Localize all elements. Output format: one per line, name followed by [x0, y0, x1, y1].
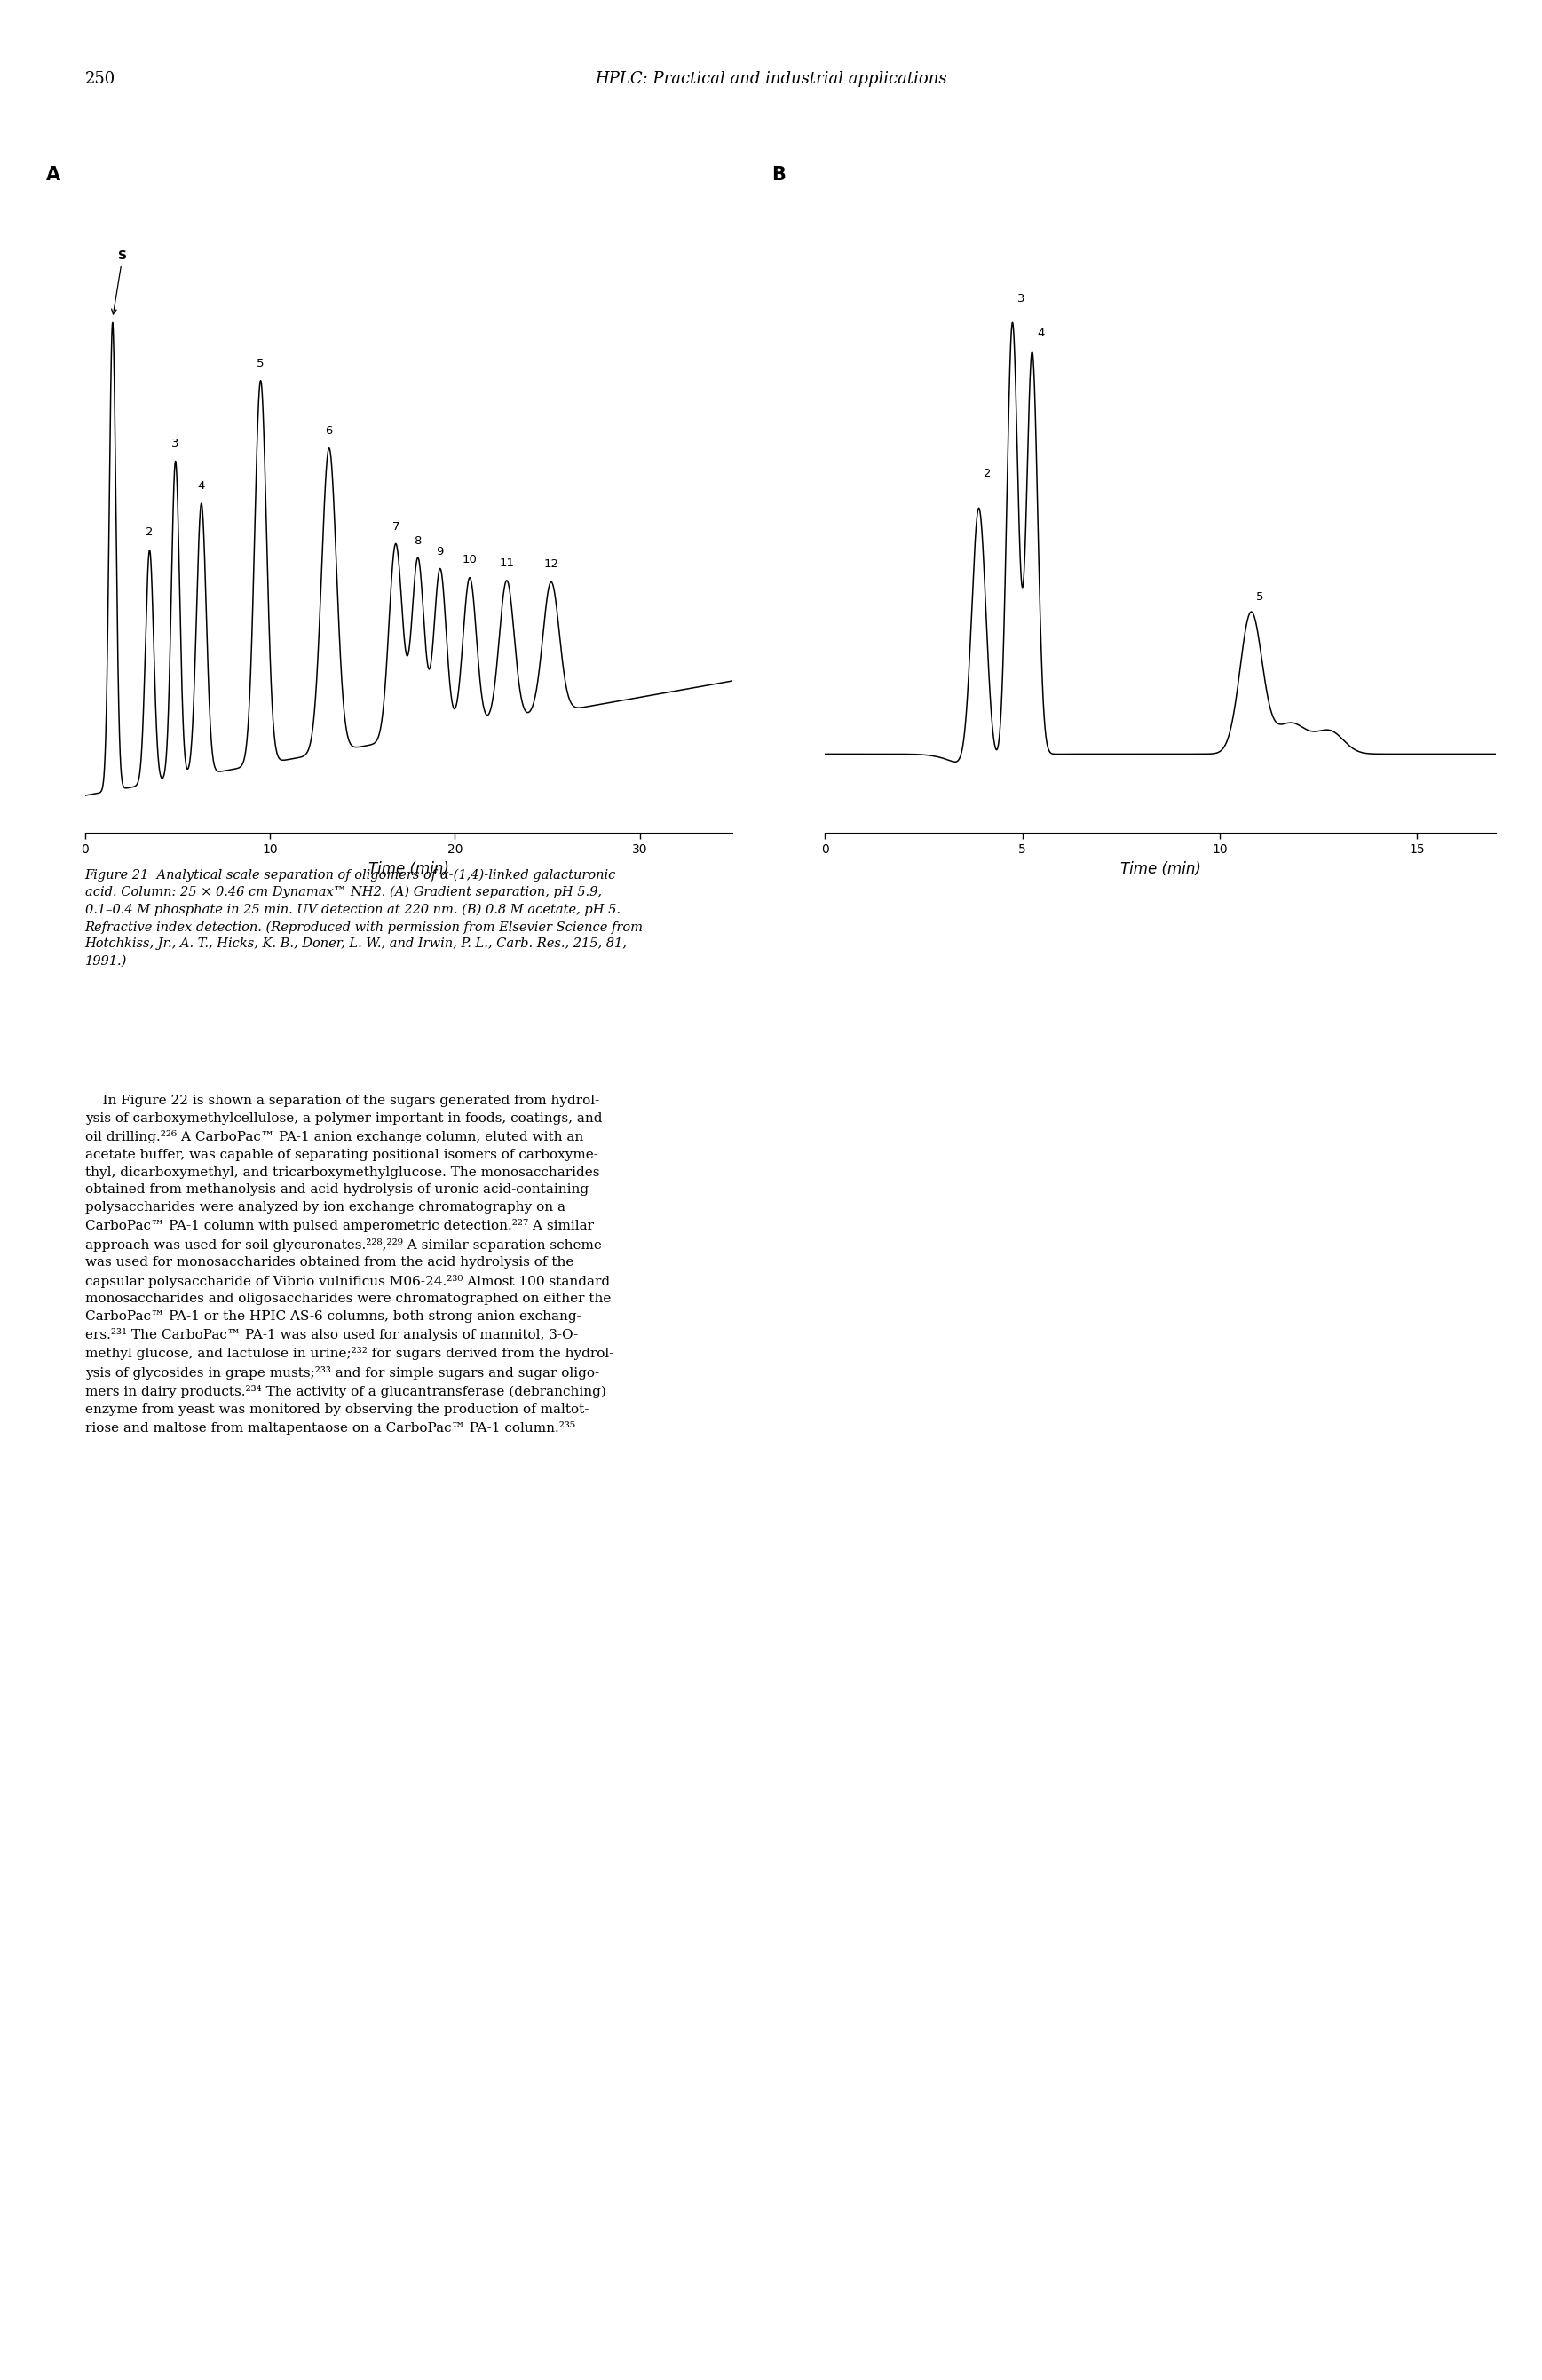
Text: 5: 5	[1255, 590, 1263, 602]
Text: 2: 2	[146, 526, 153, 538]
Text: HPLC: Practical and industrial applications: HPLC: Practical and industrial applicati…	[595, 71, 947, 88]
Text: In Figure 22 is shown a separation of the sugars generated from hydrol-
ysis of : In Figure 22 is shown a separation of th…	[85, 1095, 614, 1435]
Text: 4: 4	[1036, 328, 1044, 340]
Text: 8: 8	[415, 536, 421, 547]
Text: 2: 2	[984, 469, 992, 481]
Text: 3: 3	[171, 438, 179, 450]
Text: 6: 6	[325, 424, 333, 436]
Text: 250: 250	[85, 71, 116, 88]
Text: A: A	[46, 167, 60, 183]
Text: 9: 9	[436, 545, 444, 557]
Text: 7: 7	[392, 521, 399, 533]
Text: 4: 4	[197, 481, 205, 493]
Text: 5: 5	[258, 357, 264, 369]
Text: 11: 11	[500, 557, 513, 569]
Text: S: S	[111, 250, 126, 314]
X-axis label: Time (min): Time (min)	[369, 862, 449, 876]
Text: B: B	[771, 167, 785, 183]
X-axis label: Time (min): Time (min)	[1119, 862, 1201, 876]
Text: 3: 3	[1018, 293, 1025, 305]
Text: Figure 21  Analytical scale separation of oligomers of α-(1,4)-linked galacturon: Figure 21 Analytical scale separation of…	[85, 869, 643, 966]
Text: 10: 10	[463, 555, 476, 566]
Text: 12: 12	[544, 559, 558, 571]
